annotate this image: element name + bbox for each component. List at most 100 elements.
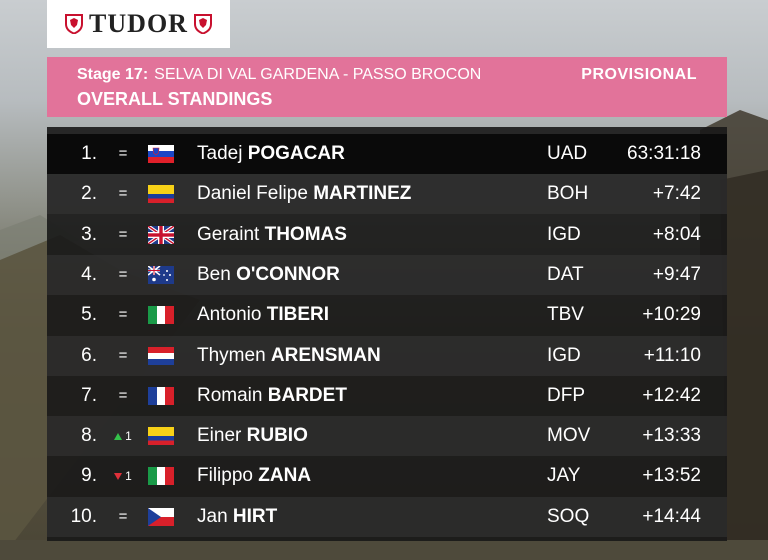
rank-change: = [103, 376, 143, 416]
rank-change-value: = [118, 145, 128, 162]
team-code: TBV [547, 304, 584, 326]
colombia-flag-icon [148, 427, 174, 446]
rank-change-value: = [118, 265, 128, 283]
rider-time: 63:31:18 [627, 143, 701, 164]
rank-change: 1 [103, 416, 143, 456]
logo-wordmark: TUDOR [89, 9, 188, 38]
rider-name: Einer RUBIO [197, 416, 557, 456]
rider-first-name: Thymen [197, 344, 266, 366]
rider-last-name: ARENSMAN [270, 344, 381, 366]
rider-name: Antonio TIBERI [197, 295, 557, 335]
table-row: 9. 1 Filippo ZANA JAY +13:52 [47, 456, 727, 496]
rank-change-value: = [118, 185, 128, 203]
rider-last-name: MARTINEZ [313, 183, 412, 205]
rank-change: = [103, 497, 143, 537]
team-code: IGD [547, 223, 581, 245]
rank-position: 9. [81, 465, 97, 487]
rider-last-name: RUBIO [246, 425, 308, 447]
rank-position: 6. [81, 344, 97, 366]
table-row: 10. = Jan HIRT SOQ +14:44 [47, 496, 727, 537]
rank-change-value: = [118, 386, 128, 404]
team-code: DAT [547, 263, 584, 285]
team-code: SOQ [547, 505, 590, 527]
table-row: 3. = Geraint THOMAS IGD +8:04 [47, 215, 727, 255]
status-badge: PROVISIONAL [581, 66, 697, 83]
team-code: IGD [547, 344, 581, 366]
table-row: 5. = Antonio TIBERI TBV +10:29 [47, 295, 727, 335]
rider-time: +11:10 [643, 344, 701, 366]
slovenia-flag-icon [148, 145, 174, 163]
rider-first-name: Einer [197, 425, 242, 447]
rider-time: +12:42 [642, 384, 701, 406]
rider-first-name: Geraint [197, 223, 260, 245]
rider-time: +13:33 [642, 425, 701, 447]
standings-header: Stage 17: SELVA DI VAL GARDENA - PASSO BR… [47, 57, 727, 117]
netherlands-flag-icon [148, 346, 174, 365]
arrow-up-icon [114, 432, 123, 440]
rider-name: Thymen ARENSMAN [197, 336, 557, 376]
rank-change-value: 1 [125, 429, 132, 444]
stage-name: SELVA DI VAL GARDENA - PASSO BROCON [154, 66, 482, 83]
team-code: DFP [547, 384, 585, 406]
tudor-logo: TUDOR [47, 0, 230, 48]
stage-label: Stage 17: [77, 66, 149, 83]
rank-change: 1 [103, 456, 143, 496]
rider-first-name: Ben [197, 263, 231, 285]
rider-last-name: POGACAR [247, 143, 345, 164]
rank-position: 4. [81, 263, 97, 285]
rider-name: Tadej POGACAR [197, 134, 557, 174]
table-row: 2. = Daniel Felipe MARTINEZ BOH +7:42 [47, 174, 727, 215]
rank-position: 10. [70, 505, 97, 527]
rider-last-name: TIBERI [266, 304, 330, 326]
shield-icon [65, 14, 84, 34]
rank-position: 3. [81, 223, 97, 245]
italy-flag-icon [148, 306, 174, 325]
rank-change: = [103, 295, 143, 335]
rider-last-name: ZANA [258, 465, 312, 487]
rank-change-value: = [118, 225, 128, 243]
rank-position: 8. [81, 425, 97, 447]
standings-table: 1. = Tadej POGACAR UAD 63:31:18 2. = Daniel Fel… [47, 127, 727, 541]
team-code: UAD [547, 143, 588, 164]
rider-time: +9:47 [652, 263, 701, 285]
france-flag-icon [148, 386, 174, 405]
rank-position: 5. [81, 304, 97, 326]
rider-time: +14:44 [642, 505, 701, 527]
rider-time: +7:42 [652, 183, 701, 205]
arrow-down-icon [114, 472, 123, 480]
table-row: 8. 1 Einer RUBIO MOV +13:33 [47, 416, 727, 457]
rider-first-name: Tadej [197, 143, 243, 164]
rank-change: = [103, 336, 143, 376]
rider-last-name: HIRT [232, 505, 278, 527]
rank-change-value: = [118, 346, 128, 364]
rider-last-name: O'CONNOR [236, 263, 340, 285]
rider-first-name: Filippo [197, 465, 253, 487]
rank-position: 7. [81, 384, 97, 406]
rider-time: +10:29 [642, 304, 701, 326]
rank-position: 1. [81, 143, 97, 164]
czech-flag-icon [148, 507, 174, 526]
rider-name: Daniel Felipe MARTINEZ [197, 174, 557, 214]
rider-name: Jan HIRT [197, 497, 557, 537]
rank-change: = [103, 174, 143, 214]
stage-info: Stage 17: SELVA DI VAL GARDENA - PASSO BR… [77, 65, 481, 85]
team-code: BOH [547, 183, 589, 205]
rank-change: = [103, 134, 143, 174]
rider-last-name: BARDET [267, 384, 347, 406]
rider-time: +13:52 [642, 465, 701, 487]
rider-first-name: Antonio [197, 304, 262, 326]
rider-name: Filippo ZANA [197, 456, 557, 496]
italy-flag-icon [148, 467, 174, 486]
uk-flag-icon [148, 225, 174, 244]
team-code: JAY [547, 465, 581, 487]
page-title: OVERALL STANDINGS [77, 89, 273, 109]
table-row: 7. = Romain BARDET DFP +12:42 [47, 376, 727, 416]
rank-change-value: 1 [125, 469, 132, 484]
rank-change-value: = [118, 507, 128, 525]
rank-change: = [103, 215, 143, 255]
rank-position: 2. [81, 183, 97, 205]
australia-flag-icon [148, 265, 174, 284]
rider-last-name: THOMAS [264, 223, 347, 245]
table-row: 1. = Tadej POGACAR UAD 63:31:18 [47, 134, 727, 174]
table-row: 6. = Thymen ARENSMAN IGD +11:10 [47, 335, 727, 376]
